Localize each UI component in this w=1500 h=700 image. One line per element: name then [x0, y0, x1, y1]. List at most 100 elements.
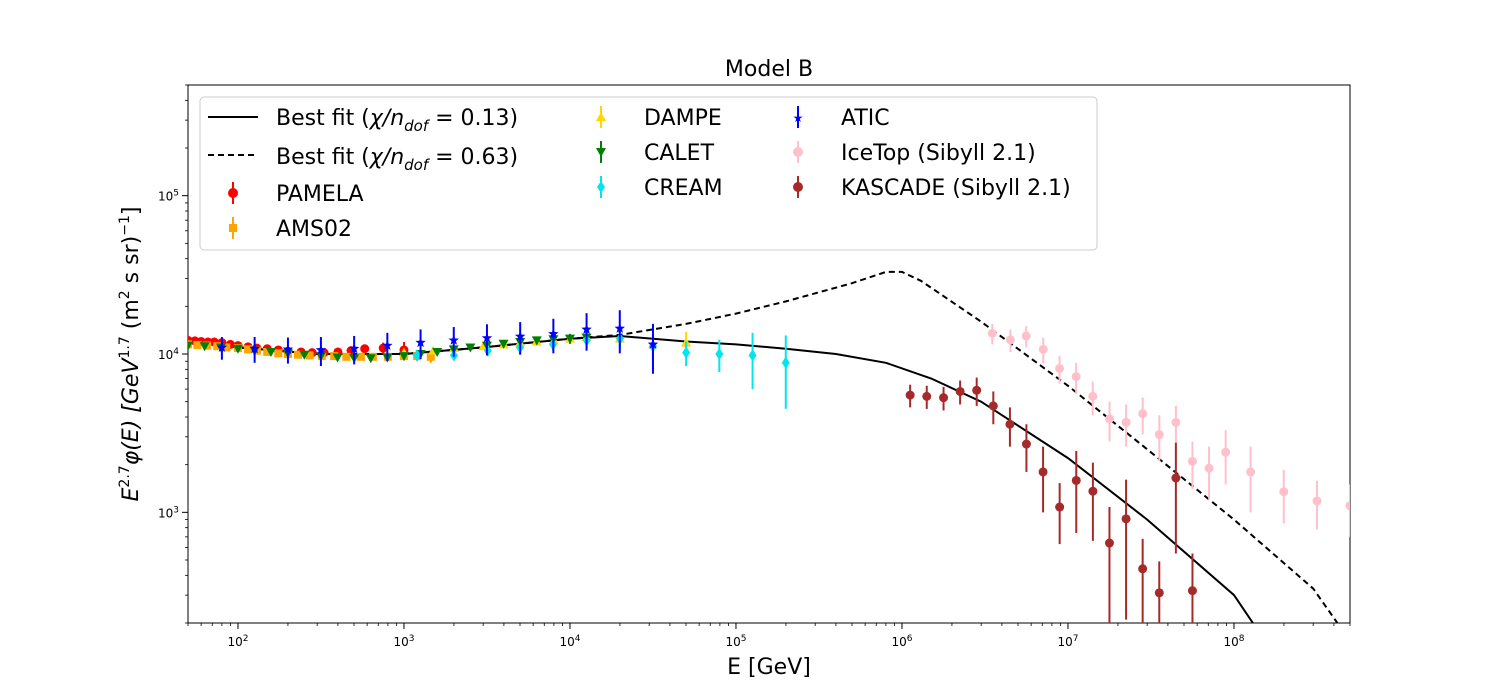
svg-text:★: ★ — [793, 111, 804, 125]
data-point-calet — [332, 353, 343, 363]
data-point-calet — [299, 350, 310, 360]
series-atic — [216, 310, 659, 374]
data-point-cream — [682, 341, 691, 366]
data-point-kascade-sibyll-2-1 — [988, 391, 998, 425]
data-point-ams02 — [305, 351, 314, 360]
data-point-icetop-sibyll-2-1 — [1021, 326, 1031, 348]
data-point-calet — [188, 341, 193, 351]
data-point-icetop-sibyll-2-1 — [1279, 470, 1289, 524]
data-point-kascade-sibyll-2-1 — [955, 380, 965, 405]
data-point-icetop-sibyll-2-1 — [987, 323, 997, 345]
data-point-ams02 — [294, 350, 303, 359]
legend-marker-kascade — [793, 176, 803, 198]
legend-marker-ams02 — [229, 217, 237, 239]
data-point-ams02 — [342, 352, 351, 361]
data-point-atic — [581, 313, 592, 351]
data-point-calet — [531, 336, 542, 346]
legend-label-fit063: Best fit (χ/ndof = 0.63) — [276, 145, 518, 174]
legend-label-cream: CREAM — [644, 176, 723, 201]
data-point-kascade-sibyll-2-1 — [922, 385, 932, 409]
x-tick-label: 102 — [227, 634, 248, 649]
data-point-kascade-sibyll-2-1 — [972, 377, 982, 406]
chart-title: Model B — [725, 57, 813, 82]
data-point-cream — [781, 335, 790, 409]
data-point-calet — [465, 343, 476, 353]
x-axis-title: E [GeV] — [727, 655, 811, 680]
data-point-ams02 — [244, 345, 253, 354]
axis-ticks: 102 103 104 105 106 107 108 103 104 105 — [158, 84, 1351, 649]
data-point-atic — [415, 329, 426, 359]
data-point-kascade-sibyll-2-1 — [1121, 479, 1131, 620]
data-point-calet — [432, 347, 443, 357]
data-point-atic — [614, 310, 625, 354]
data-point-kascade-sibyll-2-1 — [1154, 561, 1164, 623]
legend-label-dampe: DAMPE — [644, 106, 722, 131]
data-point-icetop-sibyll-2-1 — [1038, 337, 1048, 364]
legend-marker-icetop — [793, 141, 803, 163]
data-point-icetop-sibyll-2-1 — [1105, 401, 1115, 442]
data-point-icetop-sibyll-2-1 — [1154, 415, 1164, 462]
data-point-atic — [548, 318, 559, 354]
data-point-ams02 — [193, 340, 202, 349]
plot-content — [188, 270, 1350, 623]
legend-box — [199, 96, 1098, 251]
data-point-calet — [199, 342, 210, 352]
legend-marker-dampe — [596, 106, 606, 128]
data-point-kascade-sibyll-2-1 — [1055, 483, 1065, 545]
data-point-atic — [216, 337, 228, 360]
series-icetop-sibyll-2-1 — [987, 323, 1350, 537]
data-point-kascade-sibyll-2-1 — [905, 384, 915, 408]
x-tick-label: 105 — [725, 634, 746, 649]
data-point-icetop-sibyll-2-1 — [1246, 446, 1256, 513]
data-point-atic — [514, 322, 526, 355]
legend: Best fit (χ/ndof = 0.13) Best fit (χ/ndo… — [199, 96, 1098, 251]
legend-marker-atic: ★ — [793, 106, 804, 128]
data-point-kascade-sibyll-2-1 — [1104, 507, 1114, 623]
data-point-kascade-sibyll-2-1 — [1005, 407, 1015, 447]
x-tick-label: 103 — [393, 634, 414, 649]
data-point-calet — [265, 347, 276, 357]
data-point-icetop-sibyll-2-1 — [1187, 441, 1197, 490]
legend-label-pamela: PAMELA — [276, 182, 364, 207]
series-cream — [413, 329, 790, 409]
data-point-calet — [365, 354, 376, 364]
y-axis-title: E2.7φ(E) [GeV1.7 (m2 s sr)−1] — [117, 207, 144, 502]
data-point-icetop-sibyll-2-1 — [1312, 480, 1322, 530]
data-point-icetop-sibyll-2-1 — [1121, 404, 1131, 447]
data-point-atic — [382, 332, 393, 362]
series-dampe — [398, 331, 692, 357]
x-tick-label: 104 — [559, 634, 580, 649]
legend-marker-calet — [596, 141, 606, 163]
data-point-icetop-sibyll-2-1 — [1055, 356, 1065, 384]
data-point-icetop-sibyll-2-1 — [1071, 362, 1081, 394]
legend-label-kascade: KASCADE (Sibyll 2.1) — [841, 176, 1071, 201]
data-point-ams02 — [263, 347, 272, 356]
legend-label-atic: ATIC — [841, 106, 890, 131]
data-point-calet — [398, 352, 409, 362]
data-point-icetop-sibyll-2-1 — [1171, 405, 1181, 445]
data-point-icetop-sibyll-2-1 — [1138, 397, 1148, 435]
data-point-calet — [498, 339, 509, 349]
data-point-kascade-sibyll-2-1 — [1038, 446, 1048, 513]
y-tick-label: 103 — [158, 505, 179, 520]
data-point-atic — [647, 323, 659, 374]
best-fit-dashed-curve — [188, 270, 1339, 623]
data-point-atic — [448, 327, 459, 357]
series-kascade-sibyll-2-1 — [905, 377, 1197, 623]
data-point-calet — [564, 333, 575, 344]
data-point-atic — [481, 324, 493, 356]
legend-marker-cream — [597, 176, 605, 198]
y-tick-label: 104 — [158, 347, 179, 362]
data-point-icetop-sibyll-2-1 — [1088, 381, 1098, 416]
data-point-ams02 — [356, 352, 365, 361]
data-point-atic — [348, 335, 360, 365]
data-point-icetop-sibyll-2-1 — [1005, 329, 1015, 352]
legend-marker-pamela — [228, 182, 238, 204]
data-point-atic — [249, 337, 260, 363]
data-point-kascade-sibyll-2-1 — [1021, 424, 1031, 472]
data-point-cream — [715, 339, 724, 372]
x-tick-label: 108 — [1223, 634, 1244, 649]
x-tick-label: 107 — [1057, 634, 1078, 649]
data-point-icetop-sibyll-2-1 — [1204, 446, 1214, 500]
data-point-ams02 — [274, 349, 283, 358]
